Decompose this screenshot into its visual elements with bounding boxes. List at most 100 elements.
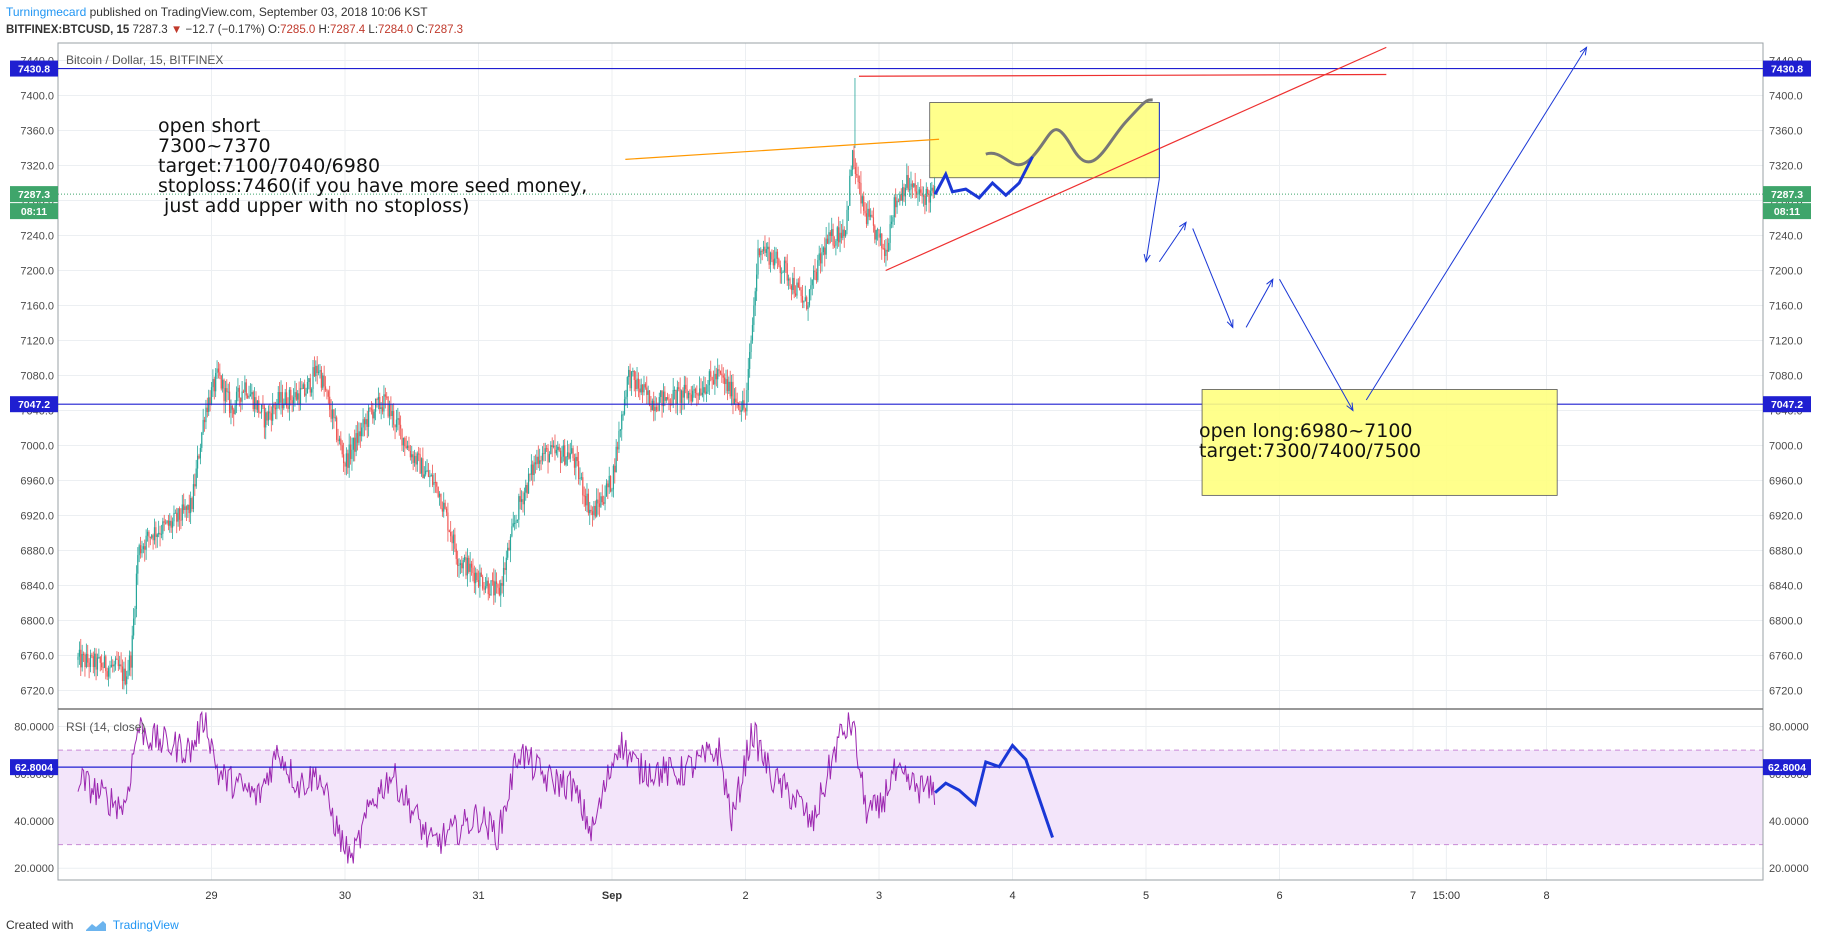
candle-body: [742, 400, 744, 411]
candle-body: [148, 531, 150, 537]
candle-body: [355, 433, 357, 452]
candle-body: [672, 389, 674, 406]
candle-body: [786, 263, 788, 281]
candle-body: [398, 418, 400, 425]
projection-path-blue[interactable]: [933, 156, 1034, 200]
candle-body: [330, 409, 332, 419]
candle-body: [359, 431, 361, 437]
rsi-projection-path[interactable]: [934, 742, 1054, 838]
price-tick-label: 7160.0: [1769, 301, 1803, 313]
axis-tags: 7430.8 7430.8 7047.2 7047.2 7287.3 7287.3 08:1…: [10, 60, 1811, 776]
arrow-head-icon: [1179, 221, 1187, 231]
candle-body: [331, 409, 334, 419]
candle-body: [576, 456, 578, 462]
candle-body: [468, 557, 470, 572]
time-tick-label: 3: [876, 890, 882, 902]
candle-body: [450, 531, 452, 537]
candle-body: [870, 214, 872, 217]
candle-body: [391, 411, 393, 417]
candle-body: [285, 392, 288, 407]
bounce-arrow[interactable]: [1245, 279, 1274, 328]
candle-body: [668, 399, 670, 405]
candle-body: [568, 452, 570, 459]
candle-body: [828, 232, 830, 244]
last-price: 7287.3: [132, 24, 168, 36]
candle-body: [590, 509, 592, 512]
candle-body: [761, 250, 763, 252]
candle-body: [190, 498, 192, 514]
candle-body: [754, 291, 756, 306]
candle-series: [77, 78, 936, 695]
candle-body: [902, 187, 904, 201]
candle-body: [301, 388, 303, 390]
candle-body: [159, 532, 161, 535]
candle-body: [726, 379, 729, 392]
candle-body: [637, 378, 640, 389]
candle-body: [196, 455, 199, 469]
resistance-trend-line[interactable]: [858, 73, 1387, 77]
candle-body: [106, 671, 108, 677]
candle-body: [334, 417, 336, 419]
candle-body: [248, 396, 250, 398]
candle-body: [219, 372, 221, 376]
candle-body: [733, 398, 735, 405]
candle-body: [793, 277, 795, 294]
projection-line[interactable]: [625, 138, 940, 160]
candle-body: [194, 484, 196, 487]
candle-body: [885, 249, 887, 256]
candle-body: [283, 404, 285, 409]
arrow-head-icon: [1579, 46, 1588, 56]
candle-body: [664, 391, 666, 401]
candle-body: [782, 271, 784, 273]
projection-path-grey[interactable]: [985, 98, 1153, 167]
tradingview-link[interactable]: TradingView: [112, 918, 179, 932]
candle-body: [241, 391, 243, 402]
pane-border: [57, 42, 1764, 881]
candle-body: [683, 384, 685, 398]
candle-body: [889, 224, 891, 243]
annotation-drawings[interactable]: [625, 46, 1588, 838]
candle-body: [719, 370, 722, 374]
price-tick-label: 6880.0: [1769, 546, 1803, 558]
candle-body: [240, 397, 242, 402]
candle-body: [750, 340, 752, 353]
long-zone-box[interactable]: [1201, 389, 1558, 496]
candle-body: [479, 572, 481, 587]
drop-arrow[interactable]: [1145, 178, 1160, 262]
support-trend-line[interactable]: [885, 46, 1387, 272]
candle-body: [903, 187, 905, 197]
drop-arrow[interactable]: [1192, 228, 1234, 328]
rsi-line: [77, 710, 936, 864]
price-tick-label: 6760.0: [1769, 651, 1803, 663]
author-link[interactable]: Turningmecard: [6, 5, 87, 19]
candle-body: [527, 473, 530, 494]
candle-body: [667, 397, 669, 400]
candle-body: [146, 531, 149, 536]
last-price-tag: 7287.3: [18, 189, 50, 201]
candle-body: [932, 187, 934, 193]
candle-body: [572, 448, 574, 459]
candle-body: [654, 407, 656, 412]
target-arrow[interactable]: [1365, 47, 1587, 401]
candle-body: [550, 445, 552, 455]
drop-arrow[interactable]: [1279, 279, 1354, 411]
candle-body: [184, 506, 186, 511]
candle-body: [566, 452, 569, 457]
candle-body: [320, 370, 322, 388]
bounce-arrow[interactable]: [1158, 222, 1187, 263]
rsi-band: [58, 749, 1763, 846]
price-tick-label: 7360.0: [20, 126, 54, 138]
candle-body: [174, 512, 176, 514]
candle-body: [212, 379, 214, 388]
candle-body: [892, 217, 894, 222]
candle-body: [376, 399, 378, 401]
candle-body: [882, 248, 884, 250]
candle-body: [116, 658, 118, 660]
candle-body: [139, 545, 142, 554]
candle-body: [712, 380, 715, 385]
candle-body: [846, 209, 848, 231]
candle-body: [711, 376, 713, 381]
candle-body: [292, 397, 295, 404]
candle-body: [388, 404, 391, 417]
